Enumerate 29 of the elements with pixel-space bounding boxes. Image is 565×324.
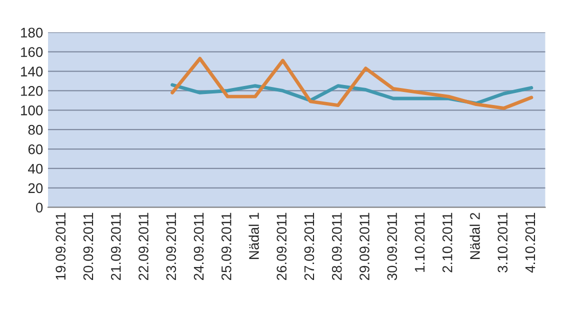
x-tick-label: 21.09.2011 — [110, 212, 121, 280]
y-tick-label: 80 — [28, 124, 43, 135]
y-tick-label: 40 — [28, 164, 43, 174]
x-tick-label: 24.09.2011 — [194, 212, 204, 280]
x-tick-label: 28.09.2011 — [332, 212, 342, 280]
x-tick-label: 19.09.2011 — [56, 212, 66, 280]
x-tick-label: 27.09.2011 — [304, 212, 314, 280]
x-tick-label: 4.10.2011 — [525, 212, 536, 273]
y-tick-label: 0 — [36, 202, 43, 213]
x-tick-label: 25.09.2011 — [221, 212, 232, 280]
x-tick-label: Nädal 1 — [248, 212, 259, 259]
x-tick-label: 22.09.2011 — [138, 212, 148, 280]
y-tick-label: 180 — [21, 28, 43, 38]
x-tick-label: 23.09.2011 — [166, 212, 176, 280]
y-tick-label: 20 — [28, 183, 43, 194]
y-tick-label: 160 — [21, 47, 43, 58]
y-tick-label: 120 — [21, 86, 43, 96]
x-tick-label: 30.09.2011 — [387, 212, 398, 280]
x-tick-label: 3.10.2011 — [498, 212, 508, 272]
y-tick-label: 100 — [21, 105, 43, 116]
x-tick-label: Nädal 2 — [470, 212, 480, 259]
x-tick-label: 2.10.2011 — [442, 212, 452, 272]
y-tick-label: 140 — [21, 66, 43, 76]
y-tick-label: 60 — [28, 144, 43, 154]
x-tick-label: 1.10.2011 — [414, 212, 425, 272]
line-series — [170, 56, 534, 110]
x-tick-label: 20.09.2011 — [83, 212, 94, 280]
x-tick-label: 26.09.2011 — [276, 212, 287, 280]
x-tick-label: 29.09.2011 — [360, 212, 370, 280]
